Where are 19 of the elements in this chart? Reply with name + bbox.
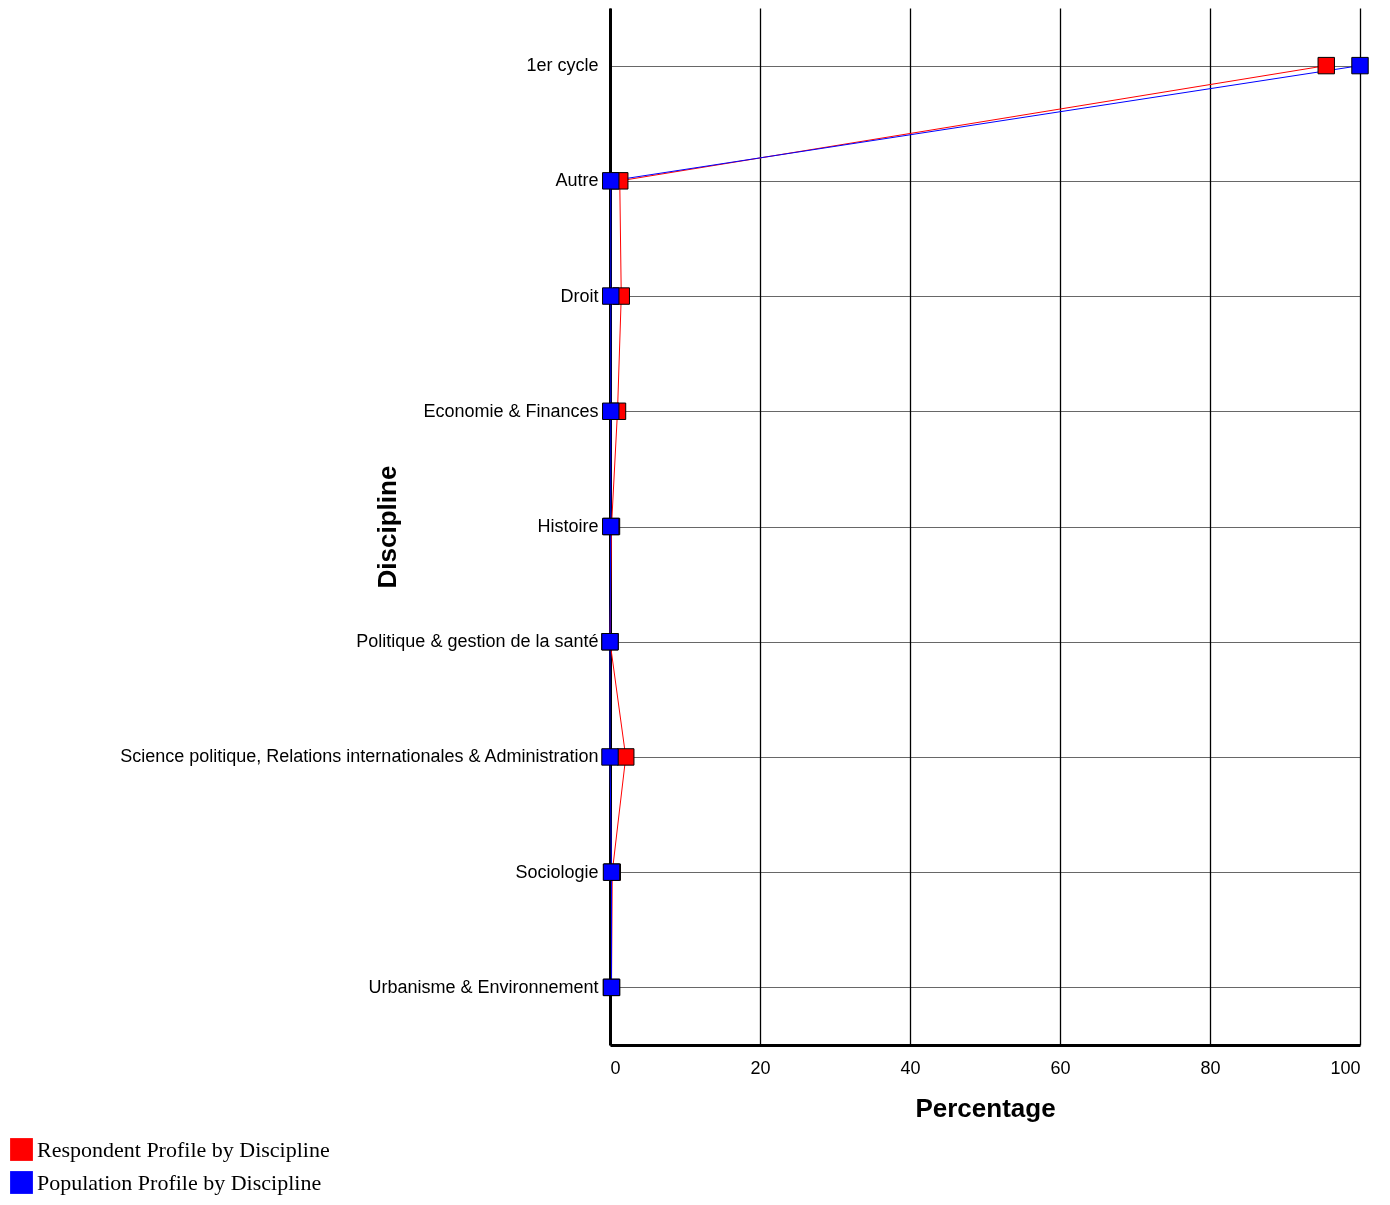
x-tick-label: 0 xyxy=(610,1057,621,1078)
x-tick-label: 80 xyxy=(1200,1057,1221,1078)
y-tick-label: Droit xyxy=(560,285,599,306)
legend-label: Respondent Profile by Discipline xyxy=(37,1136,330,1162)
y-tick-label: Histoire xyxy=(537,516,599,536)
x-tick-label: 60 xyxy=(1050,1057,1071,1078)
y-tick-label: 1er cycle xyxy=(526,55,599,76)
y-tick-label: Sociologie xyxy=(515,861,599,882)
y-tick-label: Economie & Finances xyxy=(423,400,599,421)
y-tick-label: Urbanisme & Environnement xyxy=(368,976,599,997)
legend-label: Population Profile by Discipline xyxy=(37,1169,322,1195)
y-tick-label: Politique & gestion de la santé xyxy=(356,631,599,652)
x-axis-title: Percentage xyxy=(915,1092,1056,1123)
x-tick-label: 100 xyxy=(1330,1057,1361,1078)
x-tick-label: 20 xyxy=(750,1057,771,1078)
y-tick-label: Science politique, Relations internationales & Administration xyxy=(120,746,599,767)
y-axis-title: Discipline xyxy=(371,465,402,589)
x-tick-label: 40 xyxy=(900,1057,921,1078)
y-tick-label: Autre xyxy=(555,170,599,191)
